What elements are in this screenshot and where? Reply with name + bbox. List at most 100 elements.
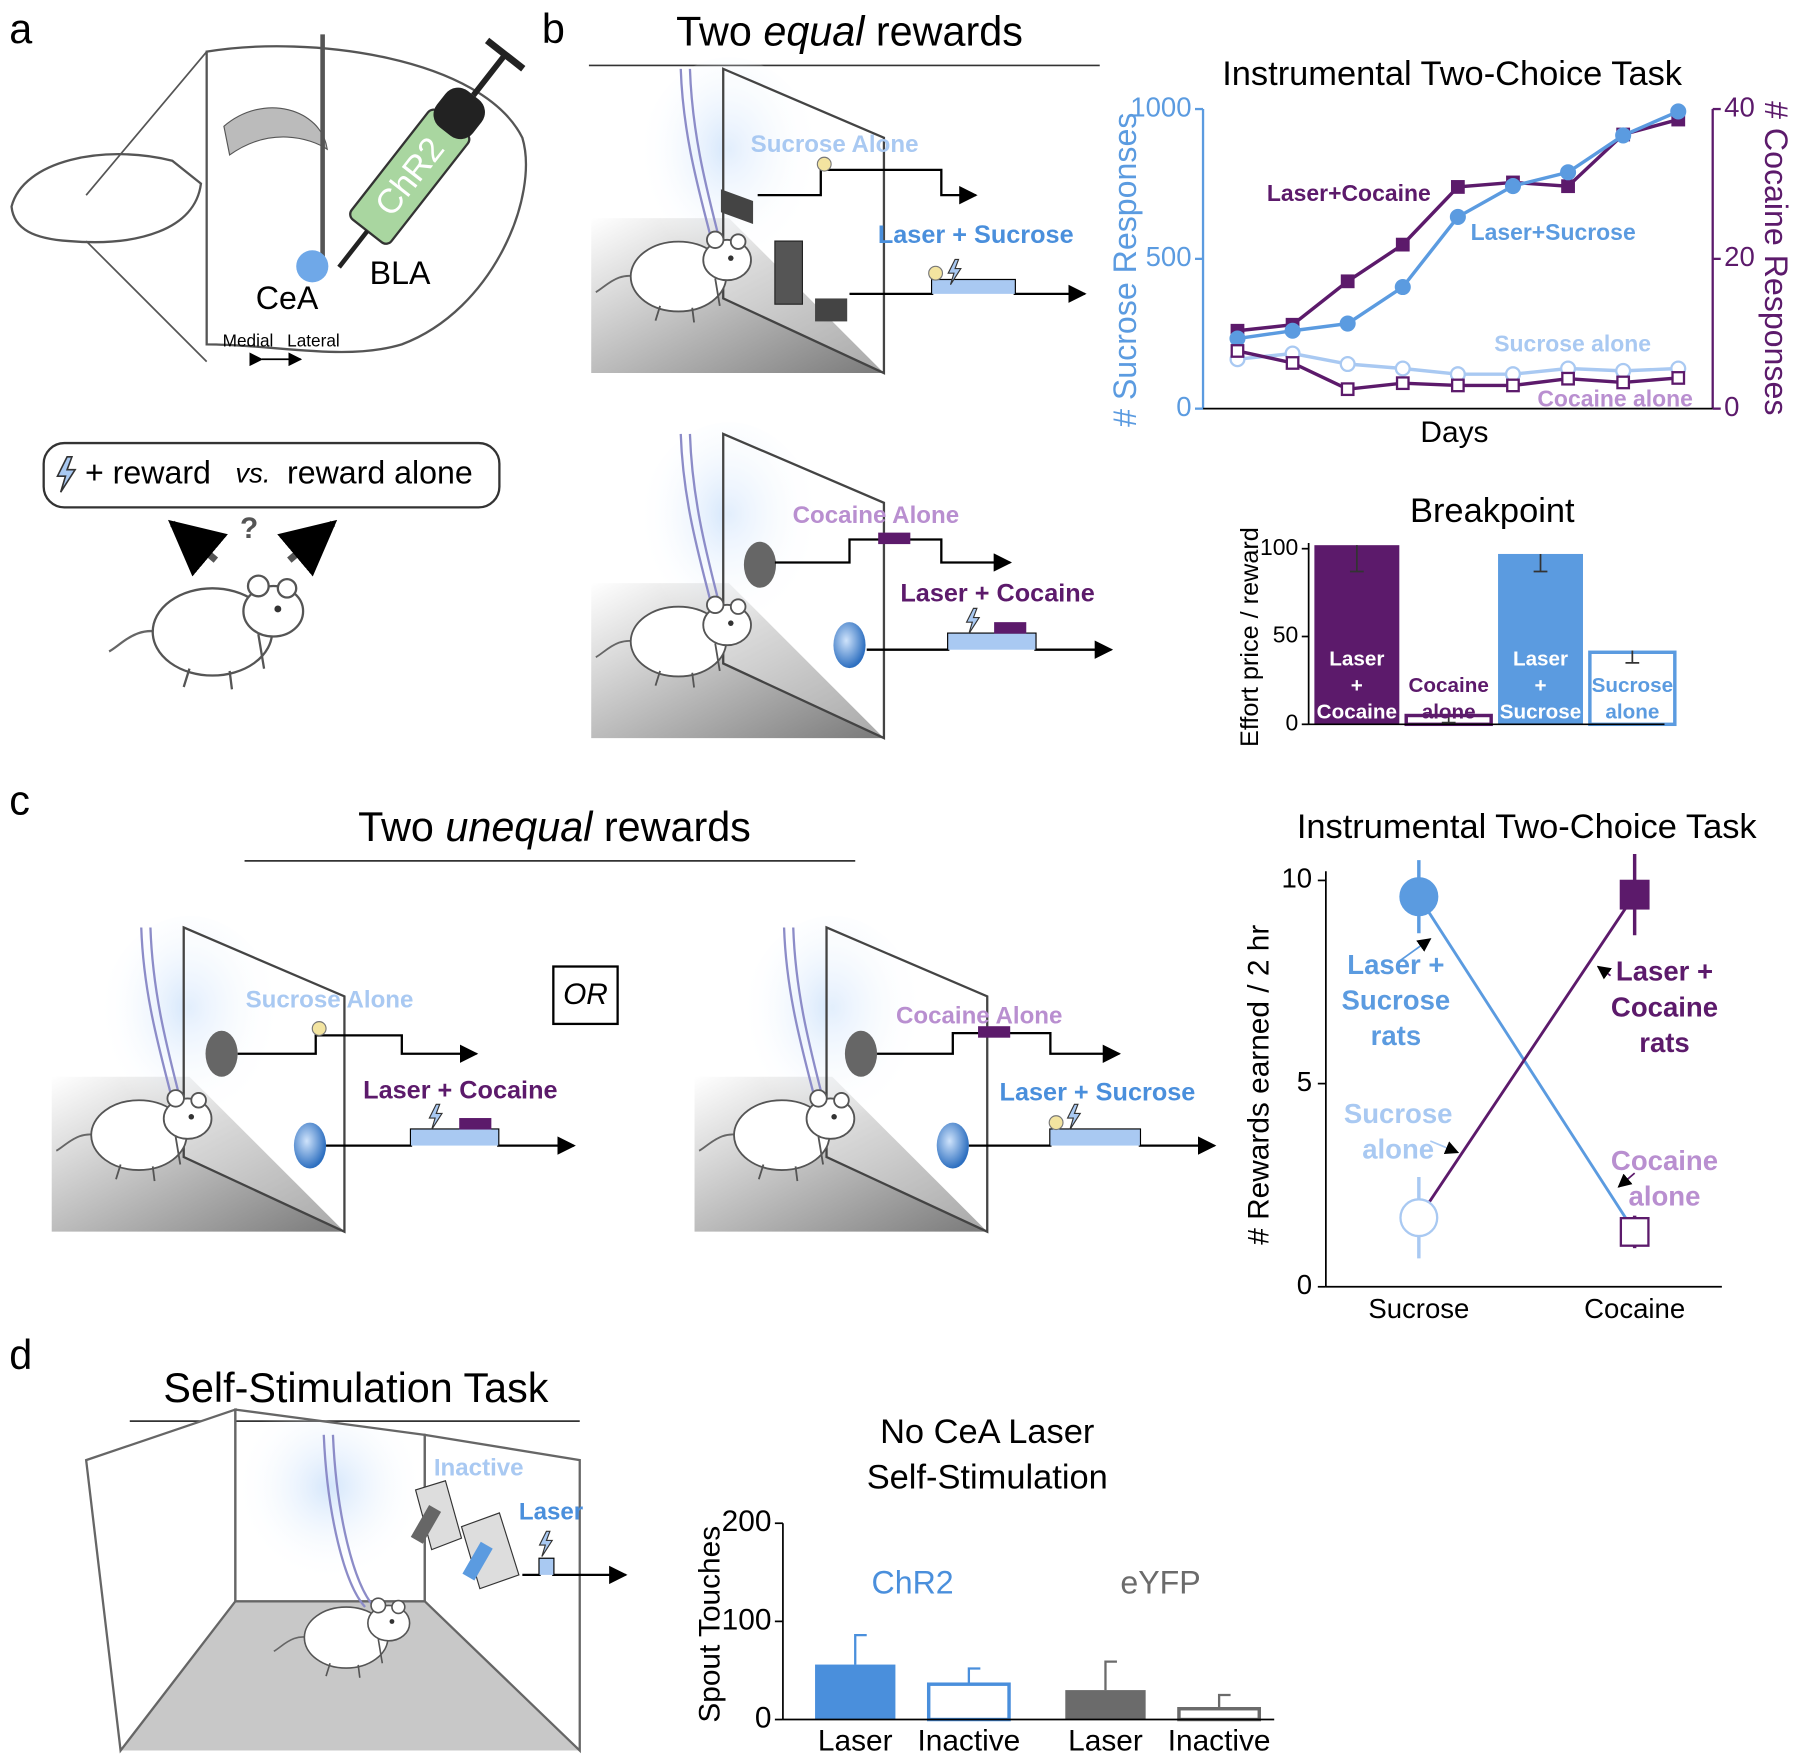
lever xyxy=(815,298,848,322)
section-title: Two unequal rewards xyxy=(358,804,751,850)
legend-label: ChR2 xyxy=(872,1565,954,1601)
marker xyxy=(1450,180,1465,194)
marker xyxy=(1399,877,1439,917)
syringe-icon xyxy=(978,1026,1011,1038)
series-line xyxy=(1417,893,1636,1219)
error-bar xyxy=(1104,1660,1117,1691)
choice-arrow xyxy=(168,519,228,577)
bar-label: Laser xyxy=(1329,647,1384,670)
title-part: equal xyxy=(763,8,866,54)
question-mark: ? xyxy=(240,512,258,545)
y-tick-label: 0 xyxy=(755,1701,772,1734)
x-tick-label: Laser xyxy=(818,1724,893,1757)
choice-frame xyxy=(42,441,501,509)
marker xyxy=(1394,360,1411,377)
y-axis-label: Spout Touches xyxy=(694,1526,727,1723)
nose-poke xyxy=(205,1030,238,1077)
bar xyxy=(1498,553,1583,725)
wall xyxy=(423,1433,581,1754)
panel-label: c xyxy=(9,777,30,823)
series-label: Laser + xyxy=(1616,956,1713,987)
condition-label: Laser + Cocaine xyxy=(363,1076,557,1104)
marker xyxy=(1670,103,1687,120)
marker xyxy=(1560,164,1577,181)
x-tick-label: Cocaine xyxy=(1584,1293,1685,1324)
condition-label: Laser + Sucrose xyxy=(1000,1079,1196,1107)
marker xyxy=(1450,378,1465,393)
bar-label: + xyxy=(1351,674,1363,697)
series-label: Laser+Sucrose xyxy=(1471,219,1636,245)
condition-label: Cocaine Alone xyxy=(793,502,959,529)
marker xyxy=(1340,382,1355,397)
annotation-arrow xyxy=(1429,1140,1460,1155)
bar-label: Sucrose xyxy=(1592,674,1674,697)
syringe-plunger xyxy=(433,87,485,140)
series-line xyxy=(1417,895,1636,1233)
syringe-rod xyxy=(471,52,508,98)
error-bar xyxy=(1441,713,1456,724)
spout xyxy=(462,1541,493,1581)
marker xyxy=(1615,127,1632,144)
nose-poke xyxy=(743,541,777,588)
series-label: Sucrose alone xyxy=(1494,331,1651,357)
series-label: rats xyxy=(1371,1020,1422,1051)
laser-pulse xyxy=(932,280,1015,294)
x-tick-label: Laser xyxy=(1068,1724,1143,1757)
marker xyxy=(1395,237,1410,252)
bar-label: alone xyxy=(1605,700,1659,723)
y-tick-label: 10 xyxy=(1281,863,1312,894)
marker xyxy=(1561,371,1575,386)
y-axis-label: Effort price / reward xyxy=(1236,527,1264,747)
condition-label: Sucrose Alone xyxy=(751,131,919,158)
or-label: OR xyxy=(563,978,608,1011)
syringe-icon xyxy=(994,622,1027,634)
region-label: CeA xyxy=(256,280,319,316)
marker xyxy=(1229,330,1246,347)
series-label: Laser + xyxy=(1347,949,1444,980)
lightning xyxy=(966,607,980,635)
needle xyxy=(337,229,370,269)
title-part: Two xyxy=(358,804,445,850)
y-axis-label: # Rewards earned / 2 hr xyxy=(1242,925,1275,1245)
projection-lines xyxy=(85,51,208,363)
region-label: BLA xyxy=(370,255,431,291)
brain-illustration: ChR2 CeA BLA Medial Lateral xyxy=(10,34,527,367)
nose-poke xyxy=(293,1122,327,1169)
marker xyxy=(1394,278,1411,296)
choice-box: + reward vs. reward alone ? xyxy=(42,441,501,691)
operant-box xyxy=(52,916,345,1232)
marker xyxy=(1340,274,1355,289)
lightning xyxy=(428,1103,443,1131)
syringe-cap xyxy=(484,37,526,72)
syringe: ChR2 xyxy=(337,37,526,269)
x-tick-label: Sucrose xyxy=(1368,1293,1469,1324)
error-bar xyxy=(967,1667,981,1685)
x-tick-label: Inactive xyxy=(1168,1724,1271,1757)
legend-label: eYFP xyxy=(1120,1565,1200,1601)
chart-title: No CeA Laser xyxy=(880,1413,1094,1451)
choice-arrow xyxy=(277,519,338,577)
y-tick-label: 100 xyxy=(722,1603,772,1636)
bar-label: Laser xyxy=(1513,647,1568,670)
bar xyxy=(1314,545,1400,725)
point-label: alone xyxy=(1362,1134,1434,1165)
condition-label: Sucrose Alone xyxy=(246,986,414,1013)
sagittal-brain xyxy=(10,153,203,244)
marker xyxy=(1339,355,1356,373)
condition-label: Laser + Sucrose xyxy=(878,221,1074,249)
marker xyxy=(1561,179,1575,194)
series-label: Sucrose xyxy=(1342,984,1451,1015)
marker xyxy=(1399,1198,1439,1238)
annotation-arrow xyxy=(1397,938,1432,963)
error-bar xyxy=(1625,650,1640,664)
marker xyxy=(1285,356,1300,370)
bar xyxy=(815,1664,896,1720)
panel-label: a xyxy=(9,6,32,52)
pellet xyxy=(311,1021,327,1036)
pellet xyxy=(1048,1115,1064,1131)
pellet xyxy=(928,265,944,281)
laser-pulse xyxy=(539,1558,554,1575)
bar xyxy=(1065,1690,1146,1720)
condition-label: Inactive xyxy=(434,1455,524,1482)
y2-tick-label: 20 xyxy=(1724,241,1755,272)
